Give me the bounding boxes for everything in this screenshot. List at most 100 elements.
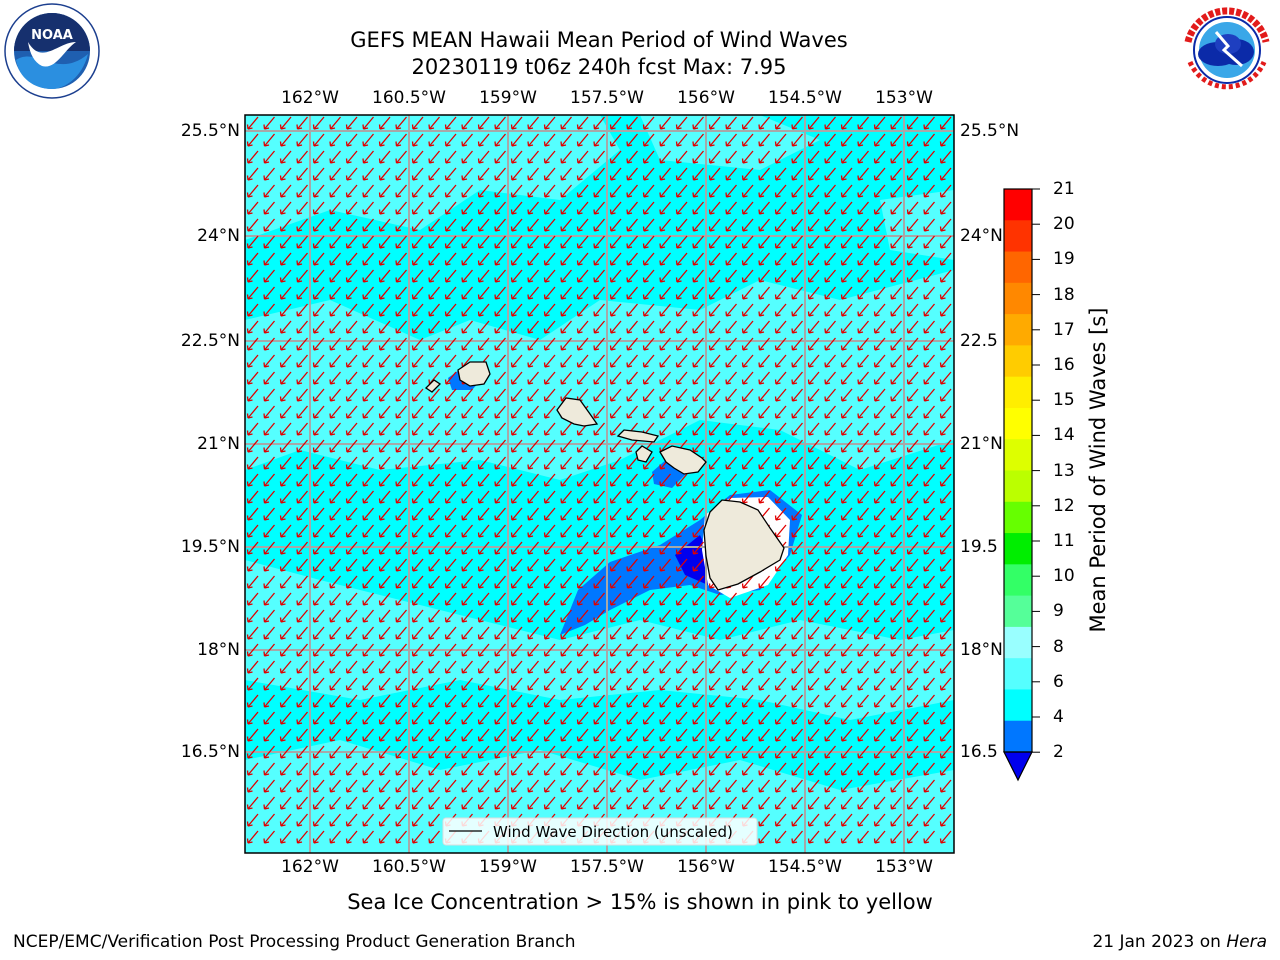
wind-arrow [626,541,638,555]
wind-arrow [329,694,341,708]
wind-arrow [246,762,259,776]
wind-arrow [411,320,424,334]
wind-arrow [263,779,275,793]
wind-arrow [411,626,424,640]
wind-arrow [593,541,605,555]
wind-arrow [411,167,424,181]
wind-arrow [741,201,754,215]
wind-arrow [873,218,886,232]
wind-arrow [642,660,655,674]
wind-arrow [428,201,440,215]
wind-arrow [791,541,803,555]
wind-arrow [345,558,358,572]
wind-arrow [461,473,473,487]
wind-arrow [857,541,869,555]
wind-arrow [428,507,440,521]
wind-arrow [345,184,358,198]
wind-arrow [246,677,259,691]
wind-arrow [312,218,325,232]
wind-arrow [906,303,919,317]
island-molokai [616,429,660,443]
wind-arrow [279,694,292,708]
wind-arrow [312,456,325,470]
wind-arrow [378,830,391,844]
wind-arrow [345,456,358,470]
wind-arrow [576,711,589,725]
wind-arrow [395,252,407,266]
wind-arrow [527,711,539,725]
wind-arrow [378,303,391,317]
wind-arrow [411,694,424,708]
wind-arrow [312,286,325,300]
wind-arrow [345,728,358,742]
wind-arrow [428,354,440,368]
wind-arrow [692,286,704,300]
wind-arrow [675,337,688,351]
wind-arrow [510,303,523,317]
wind-arrow [444,609,457,623]
wind-arrow [626,694,638,708]
wind-arrow [543,609,556,623]
wind-arrow [362,507,374,521]
wind-arrow [263,456,275,470]
wind-arrow [263,388,275,402]
wind-arrow [890,133,902,147]
wind-arrow [411,371,424,385]
wind-arrow [543,694,556,708]
wind-arrow [560,694,572,708]
wind-arrow [345,524,358,538]
colorbar-segment [1004,251,1032,284]
wind-arrow [428,320,440,334]
wind-arrow [692,354,704,368]
wind-arrow [263,422,275,436]
lon-label-bottom: 157.5°W [570,857,644,877]
wind-arrow [543,303,556,317]
wind-arrow [461,405,473,419]
wind-arrow [560,541,572,555]
wind-arrow [263,354,275,368]
wind-arrow [362,150,374,164]
wind-arrow [312,354,325,368]
wind-arrow [807,813,820,827]
wind-arrow [312,490,325,504]
wind-arrow [791,354,803,368]
wind-arrow [642,473,655,487]
wind-arrow [477,388,490,402]
wind-arrow [824,184,836,198]
wind-arrow [246,592,259,606]
wind-arrow [857,490,869,504]
wind-arrow [626,286,638,300]
wind-arrow [642,388,655,402]
wind-arrow [362,405,374,419]
wind-arrow [906,575,919,589]
wind-arrow [477,558,490,572]
wind-arrow [939,286,952,300]
wind-arrow [345,218,358,232]
wind-arrow [824,252,836,266]
wind-arrow [923,218,935,232]
wind-arrow [890,779,902,793]
wind-arrow [774,796,787,810]
wind-arrow [444,745,457,759]
wind-arrow [840,524,853,538]
wind-arrow [675,677,688,691]
wind-arrow [362,711,374,725]
wind-arrow [758,490,770,504]
wind-arrow [609,235,622,249]
wind-arrow [395,796,407,810]
wind-arrow [345,150,358,164]
wind-arrow [461,490,473,504]
wind-arrow [791,813,803,827]
wind-arrow [791,405,803,419]
wind-arrow [857,609,869,623]
wind-arrow [725,694,737,708]
wind-arrow [807,235,820,249]
wind-arrow [708,269,721,283]
wind-arrow [510,711,523,725]
wind-arrow [263,150,275,164]
wind-arrow [708,660,721,674]
wind-arrow [857,779,869,793]
wind-arrow [362,439,374,453]
wind-arrow [774,558,787,572]
